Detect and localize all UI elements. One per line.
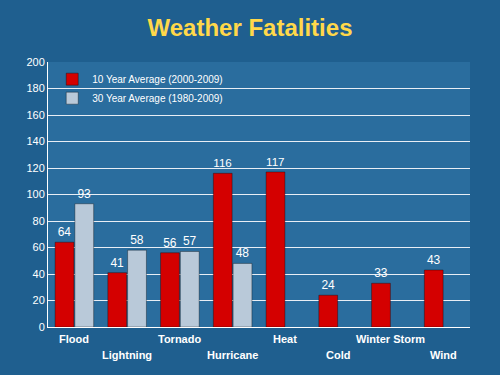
svg-text:20: 20 [33,294,45,306]
svg-text:Wind: Wind [430,349,457,361]
svg-text:60: 60 [33,241,45,253]
svg-text:Heat: Heat [273,333,297,345]
svg-text:116: 116 [213,157,231,169]
svg-text:57: 57 [183,234,197,248]
svg-text:Weather Fatalities: Weather Fatalities [148,14,353,41]
svg-text:80: 80 [33,215,45,227]
svg-text:Flood: Flood [59,333,89,345]
svg-text:33: 33 [374,266,388,280]
svg-text:120: 120 [26,162,44,174]
svg-text:Hurricane: Hurricane [207,349,258,361]
svg-text:40: 40 [33,268,45,280]
svg-text:30 Year Average (1980-2009): 30 Year Average (1980-2009) [92,93,222,104]
svg-text:117: 117 [266,156,284,168]
svg-text:56: 56 [163,236,177,250]
svg-text:Tornado: Tornado [158,333,201,345]
svg-text:160: 160 [26,109,44,121]
svg-text:58: 58 [130,233,144,247]
svg-text:43: 43 [427,253,441,267]
svg-text:64: 64 [58,225,72,239]
svg-text:Cold: Cold [326,349,350,361]
svg-text:0: 0 [39,321,45,333]
svg-text:93: 93 [77,187,91,201]
svg-text:24: 24 [321,278,335,292]
svg-text:10 Year Average (2000-2009): 10 Year Average (2000-2009) [92,74,222,85]
svg-text:Lightning: Lightning [102,349,152,361]
svg-text:140: 140 [26,135,44,147]
svg-text:180: 180 [26,82,44,94]
svg-text:200: 200 [26,56,44,68]
svg-text:48: 48 [236,246,250,260]
svg-text:Winter Storm: Winter Storm [356,333,425,345]
svg-text:100: 100 [26,188,44,200]
svg-text:41: 41 [110,256,124,270]
